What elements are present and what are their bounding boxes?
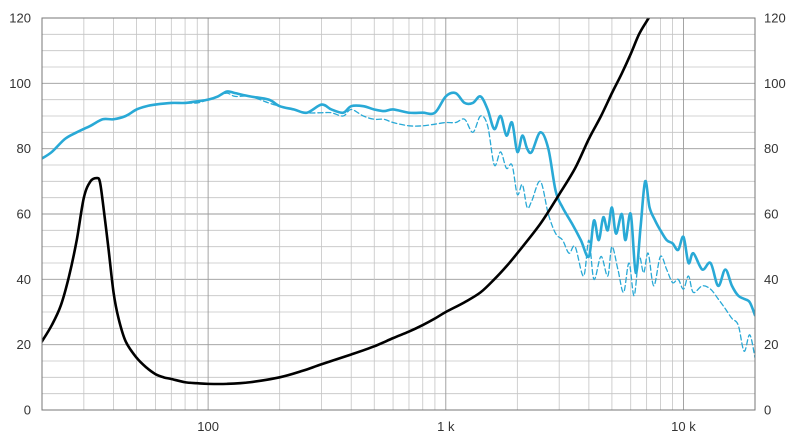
series-group (42, 18, 755, 386)
y-tick-label-right: 60 (764, 207, 778, 222)
y-tick-label-left: 120 (9, 11, 31, 26)
x-axis: 100 1 k 10 k (197, 419, 696, 434)
y-tick-label-right: 120 (764, 11, 786, 26)
y-tick-label-right: 100 (764, 76, 786, 91)
y-tick-label-left: 60 (17, 207, 31, 222)
series-line-impedance (42, 18, 651, 386)
series-line-response-solid (42, 90, 755, 317)
x-tick-label: 1 k (437, 419, 455, 434)
y-axis-right: 0 20 40 60 80 100 120 (764, 11, 786, 418)
series-line-response-dashed (42, 92, 755, 359)
y-tick-label-left: 0 (24, 403, 31, 418)
y-tick-label-right: 40 (764, 272, 778, 287)
plot-frame (41, 17, 756, 411)
y-tick-label-right: 20 (764, 337, 778, 352)
y-axis-left: 0 20 40 60 80 100 120 (9, 11, 31, 418)
x-tick-label: 100 (197, 419, 219, 434)
x-tick-label: 10 k (671, 419, 696, 434)
y-tick-label-right: 80 (764, 141, 778, 156)
y-tick-label-left: 80 (17, 141, 31, 156)
y-tick-label-left: 40 (17, 272, 31, 287)
y-tick-label-left: 100 (9, 76, 31, 91)
y-tick-label-left: 20 (17, 337, 31, 352)
y-tick-label-right: 0 (764, 403, 771, 418)
grid (41, 17, 756, 411)
